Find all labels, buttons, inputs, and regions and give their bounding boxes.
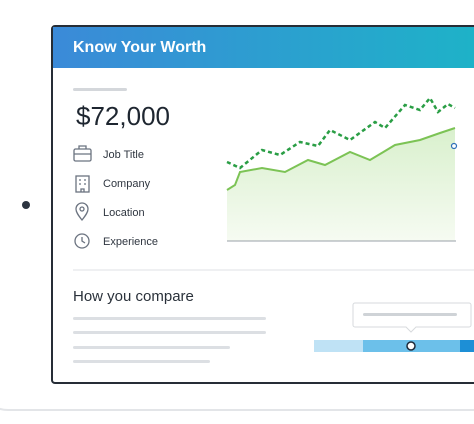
section-title: How you compare — [73, 288, 194, 305]
placeholder-lines — [73, 317, 266, 363]
salary: $72,000 — [76, 101, 170, 131]
range-marker — [406, 341, 416, 351]
field-icons — [73, 145, 92, 249]
field-label: Company — [103, 178, 151, 190]
range-high — [460, 340, 474, 352]
camera-dot — [22, 201, 30, 209]
field-label: Location — [103, 207, 145, 219]
field-label: Job Title — [103, 149, 144, 161]
chart-marker — [450, 142, 458, 150]
placeholder-bar — [73, 88, 127, 91]
tooltip — [352, 302, 472, 333]
chart-line — [226, 127, 456, 191]
header-title: Know Your Worth — [73, 39, 206, 56]
header-bar — [53, 27, 474, 68]
chart-dashed-line — [226, 95, 456, 170]
tooltip-line — [363, 313, 457, 316]
chart-area — [227, 128, 455, 241]
field-label: Experience — [103, 236, 158, 248]
range-low — [314, 340, 363, 352]
